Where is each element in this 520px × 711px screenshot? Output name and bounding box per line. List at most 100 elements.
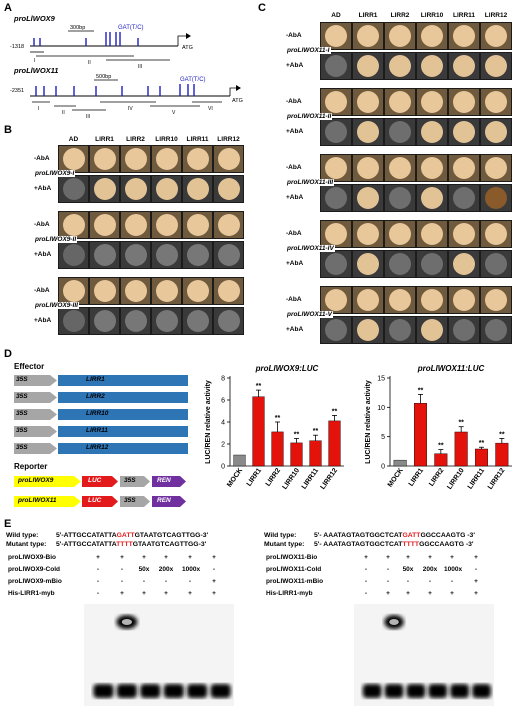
condition-plus-aba: +AbA — [34, 317, 52, 324]
emsa-row-label: proLlWOX11-Bio — [266, 554, 318, 561]
free-probe-band — [384, 684, 404, 698]
y-tick-label: 0 — [381, 464, 385, 471]
plate-cell — [449, 221, 479, 247]
plate-cell — [321, 23, 351, 49]
plate-cell — [385, 185, 415, 211]
emsa-cell: - — [188, 578, 192, 585]
yeast-colony — [155, 280, 178, 302]
condition-plus-aba: +AbA — [286, 326, 304, 333]
emsa-row-label: His-LlRR1-myb — [266, 590, 313, 597]
yeast-colony — [453, 25, 475, 47]
y-tick-label: 4 — [221, 420, 225, 427]
emsa-cell: + — [164, 554, 168, 561]
ren-label: REN — [157, 477, 171, 484]
plate-cell — [481, 119, 511, 145]
emsa-cell: + — [474, 554, 478, 561]
yeast-colony — [453, 319, 475, 341]
reporter-construct: proLlWOX9 LUC 35S REN — [14, 475, 194, 488]
plate-cell — [417, 185, 447, 211]
yeast-colony — [389, 91, 411, 113]
emsa-row-label: proLlWOX11-Cold — [266, 566, 322, 573]
plate-cell — [183, 146, 212, 172]
significance-mark: ** — [332, 408, 338, 415]
reporter-promoter-label: proLlWOX9 — [18, 477, 54, 484]
promoter-35s-label: 35S — [16, 393, 28, 400]
construct-label: proLlWOX9-III — [34, 302, 79, 309]
plate-cell — [481, 89, 511, 115]
yeast-colony — [155, 310, 178, 332]
plate-cell — [321, 155, 351, 181]
plate-cell — [183, 308, 212, 334]
free-probe-band — [187, 684, 208, 698]
y-axis-label: LUC/REN relative activity — [365, 380, 372, 464]
plate-cell — [59, 242, 88, 268]
column-header-llrr1: LlRR1 — [358, 12, 378, 19]
mutant-type-seq-prefix: 5'-ATTGCCATATTA — [56, 541, 117, 548]
free-probe-band — [428, 684, 448, 698]
construct-label: proLlWOX11-V — [286, 311, 334, 318]
gene-label: LlRR10 — [86, 410, 109, 417]
plate-cell — [417, 251, 447, 277]
plate-cell — [449, 287, 479, 313]
plate-cell — [481, 221, 511, 247]
atg-label: ATG — [232, 98, 243, 104]
shifted-band-core — [121, 619, 133, 625]
yeast-colony — [357, 187, 379, 209]
y-tick-label: 6 — [221, 398, 225, 405]
y-tick-label: 5 — [381, 434, 385, 441]
p35s-label: 35S — [124, 477, 136, 484]
emsa-cell: + — [474, 578, 478, 585]
emsa-cell: 50x — [138, 566, 150, 573]
emsa-cell: - — [120, 566, 124, 573]
emsa-cell: - — [386, 566, 390, 573]
yeast-colony — [485, 223, 507, 245]
plate-cell — [59, 176, 88, 202]
yeast-colony — [421, 289, 443, 311]
emsa-cell: 200x — [158, 566, 174, 573]
plate-cell — [449, 119, 479, 145]
plate-cell — [321, 287, 351, 313]
scale-label: 500bp — [96, 74, 111, 80]
emsa-cell: + — [188, 554, 192, 561]
yeast-colony — [421, 223, 443, 245]
wild-type-seq-motif: GATT — [116, 532, 135, 539]
emsa-cell: + — [364, 554, 368, 561]
yeast-colony — [485, 289, 507, 311]
column-header-ad: AD — [331, 12, 341, 19]
bar-llrr2 — [434, 453, 448, 467]
plate-cell — [385, 23, 415, 49]
mutant-type-seq: Mutant type: 5'- AAATAGTAGTGGCTCATTTTTGGC… — [264, 541, 474, 548]
effector-construct-llrr10: 35S LlRR10 — [14, 408, 194, 421]
yeast-colony — [186, 244, 209, 266]
construct-label: proLlWOX9-II — [34, 236, 78, 243]
plate-cell — [385, 287, 415, 313]
motif-label: GAT(T/C) — [118, 25, 144, 31]
scale-label: 300bp — [70, 25, 85, 31]
free-probe-band — [450, 684, 470, 698]
yeast-colony — [217, 178, 240, 200]
significance-mark: ** — [275, 415, 281, 422]
reporter-promoter-label: proLlWOX11 — [18, 497, 57, 504]
construct-label: proLlWOX11-I — [286, 47, 331, 54]
y-axis-label: LUC/REN relative activity — [205, 380, 212, 464]
yeast-colony — [325, 223, 347, 245]
plate-cell — [90, 242, 119, 268]
yeast-colony — [389, 157, 411, 179]
condition-minus-aba: -AbA — [34, 287, 50, 294]
column-header-llrr2: LlRR2 — [390, 12, 410, 19]
plate-cell — [417, 23, 447, 49]
emsa-cell: 50x — [402, 566, 414, 573]
yeast-colony — [93, 280, 116, 302]
yeast-colony — [186, 214, 209, 236]
emsa-cell: + — [406, 554, 410, 561]
plate-cell — [353, 287, 383, 313]
column-header-llrr2: LlRR2 — [126, 136, 145, 143]
free-probe-band — [210, 684, 231, 698]
yeast-colony — [93, 148, 116, 170]
free-probe-band — [472, 684, 491, 698]
yeast-colony — [357, 55, 379, 77]
mutant-type-seq: Mutant type: 5'-ATTGCCATATTATTTTGTAATGTCA… — [6, 541, 206, 548]
svg-text:VI: VI — [208, 106, 213, 112]
panel-label-b: B — [4, 124, 12, 136]
plate-cell — [449, 89, 479, 115]
